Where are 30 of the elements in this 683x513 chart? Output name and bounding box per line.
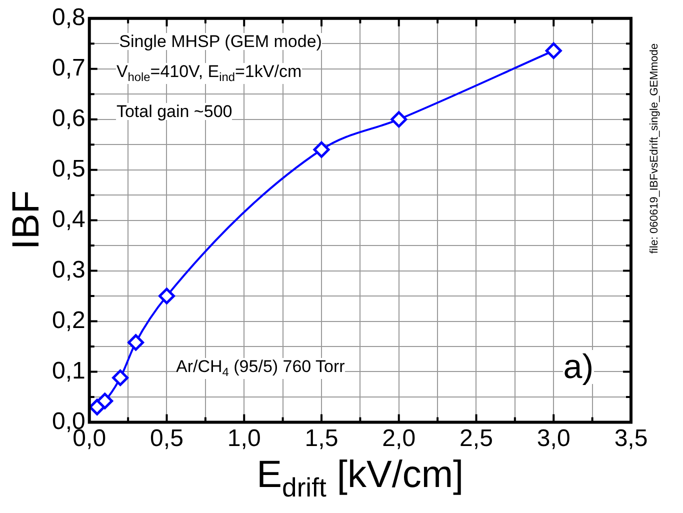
- x-tick-label: 1,5: [304, 425, 338, 452]
- point: [545, 42, 562, 59]
- annotation: Ar/CH$_{4}$ (95/5) 760 Torr: [176, 356, 345, 379]
- point: [158, 288, 175, 304]
- y-tick-label: 0,3: [52, 256, 86, 284]
- annotation: V$_{hole}$=410V, E$_{ind}$=1kV/cm: [116, 62, 302, 84]
- point: [128, 334, 144, 351]
- y-tick-label: 0,5: [52, 155, 86, 182]
- y-tick-label: 0,6: [52, 104, 86, 132]
- y-tick-label: 0,8: [52, 4, 86, 32]
- y-tick-label: 0,1: [52, 357, 86, 384]
- x-tick-label: 3,5: [614, 425, 648, 452]
- point: [112, 370, 129, 386]
- x-tick-label: 1,0: [227, 425, 261, 452]
- point: [96, 392, 114, 410]
- y-axis-title: IBF: [5, 190, 48, 250]
- text: file: 060619_IBFvsEdrift_single_GEMmode: [648, 43, 661, 254]
- annotation: a): [563, 348, 594, 386]
- x-tick-label: 0,5: [150, 425, 184, 452]
- point: [390, 111, 408, 128]
- x-tick-label: 3,0: [536, 425, 570, 452]
- y-tick-label: 0,2: [52, 306, 86, 334]
- x-axis-title: E$_{drift}$ [kV/cm]: [256, 454, 464, 502]
- point: [313, 141, 330, 158]
- x-tick-label: 2,0: [382, 425, 416, 452]
- x-tick-label: 2,5: [460, 425, 493, 452]
- annotation: Total gain ~500: [116, 102, 232, 122]
- annotation: Single MHSP (GEM mode): [119, 32, 322, 51]
- y-tick-label: 0,7: [52, 54, 86, 82]
- y-tick-label: 0,4: [52, 206, 86, 233]
